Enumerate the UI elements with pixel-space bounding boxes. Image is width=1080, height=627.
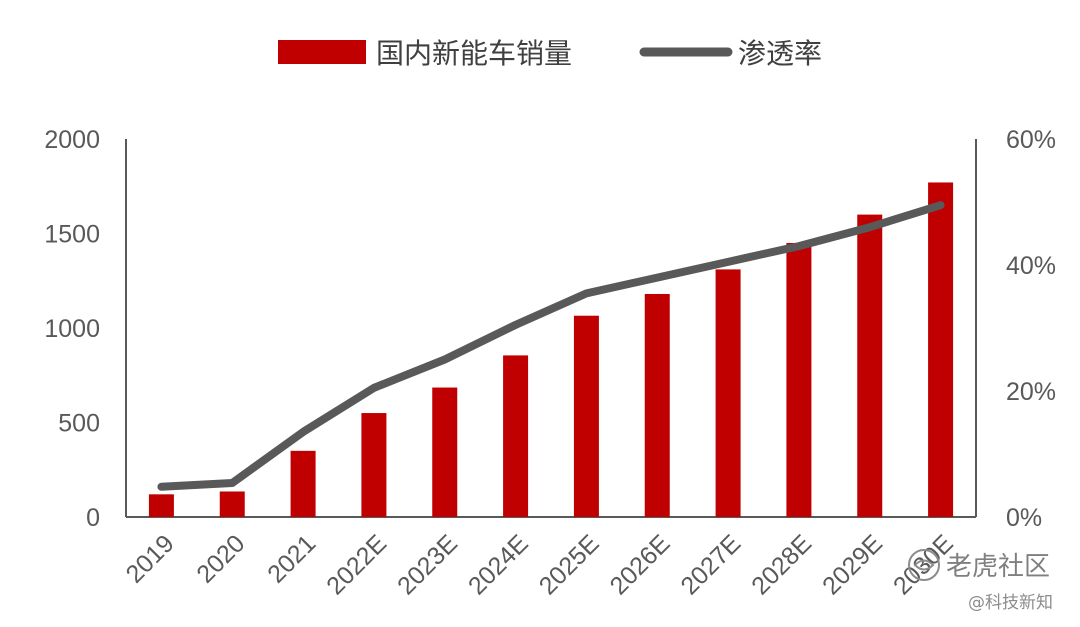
x-tick-label: 2021 (262, 529, 321, 588)
tiger-logo-icon (908, 549, 940, 581)
bar-2025E (573, 315, 599, 517)
y-left-tick-label: 0 (86, 504, 100, 532)
y-right-tick-label: 60% (1006, 126, 1056, 154)
x-tick-label: 2023E (392, 529, 463, 600)
legend: 国内新能车销量 渗透率 (278, 37, 822, 70)
legend-bar-label: 国内新能车销量 (376, 37, 572, 70)
x-tick-label: 2027E (675, 529, 746, 600)
bar-series (148, 182, 954, 517)
line-series (157, 201, 945, 491)
y-left-tick-labels: 0 500 1000 1500 2000 (44, 126, 100, 532)
watermark-brand: 老虎社区 (946, 552, 1050, 582)
y-right-tick-label: 20% (1006, 378, 1056, 406)
bar-2022E (361, 413, 387, 517)
watermark-handle: @科技新知 (968, 593, 1053, 613)
x-tick-label: 2019 (121, 529, 180, 588)
x-tick-labels: 2019 2020 2021 2022E 2023E 2024E 2025E 2026E 202… (121, 529, 959, 600)
x-tick-label: 2028E (746, 529, 817, 600)
y-right-tick-label: 0% (1006, 504, 1042, 532)
bar-2021 (290, 450, 316, 517)
bar-2024E (503, 355, 529, 517)
x-tick-label: 2020 (191, 529, 250, 588)
bar-2023E (432, 387, 458, 517)
x-tick-label: 2029E (817, 529, 888, 600)
bar-2019 (148, 494, 174, 517)
watermark: 老虎社区 @科技新知 (908, 549, 1053, 613)
x-tick-label: 2026E (605, 529, 676, 600)
y-left-tick-label: 1500 (44, 221, 100, 249)
bar-2020 (219, 491, 245, 517)
x-tick-label: 2024E (463, 529, 534, 600)
y-left-tick-label: 2000 (44, 126, 100, 154)
x-tick-label: 2022E (321, 529, 392, 600)
x-tick-label: 2025E (534, 529, 605, 600)
bar-2030E (928, 182, 954, 517)
penetration-line (157, 201, 945, 491)
legend-bar-swatch (278, 40, 366, 64)
axes (125, 139, 977, 518)
bar-2028E (786, 242, 812, 517)
legend-line-label: 渗透率 (738, 37, 822, 70)
bar-2027E (715, 269, 741, 517)
bar-2026E (644, 293, 670, 517)
bar-2029E (857, 214, 883, 517)
y-left-tick-label: 500 (58, 410, 100, 438)
y-right-tick-label: 40% (1006, 252, 1056, 280)
y-right-tick-labels: 0% 20% 40% 60% (1006, 126, 1056, 532)
y-left-tick-label: 1000 (44, 315, 100, 343)
